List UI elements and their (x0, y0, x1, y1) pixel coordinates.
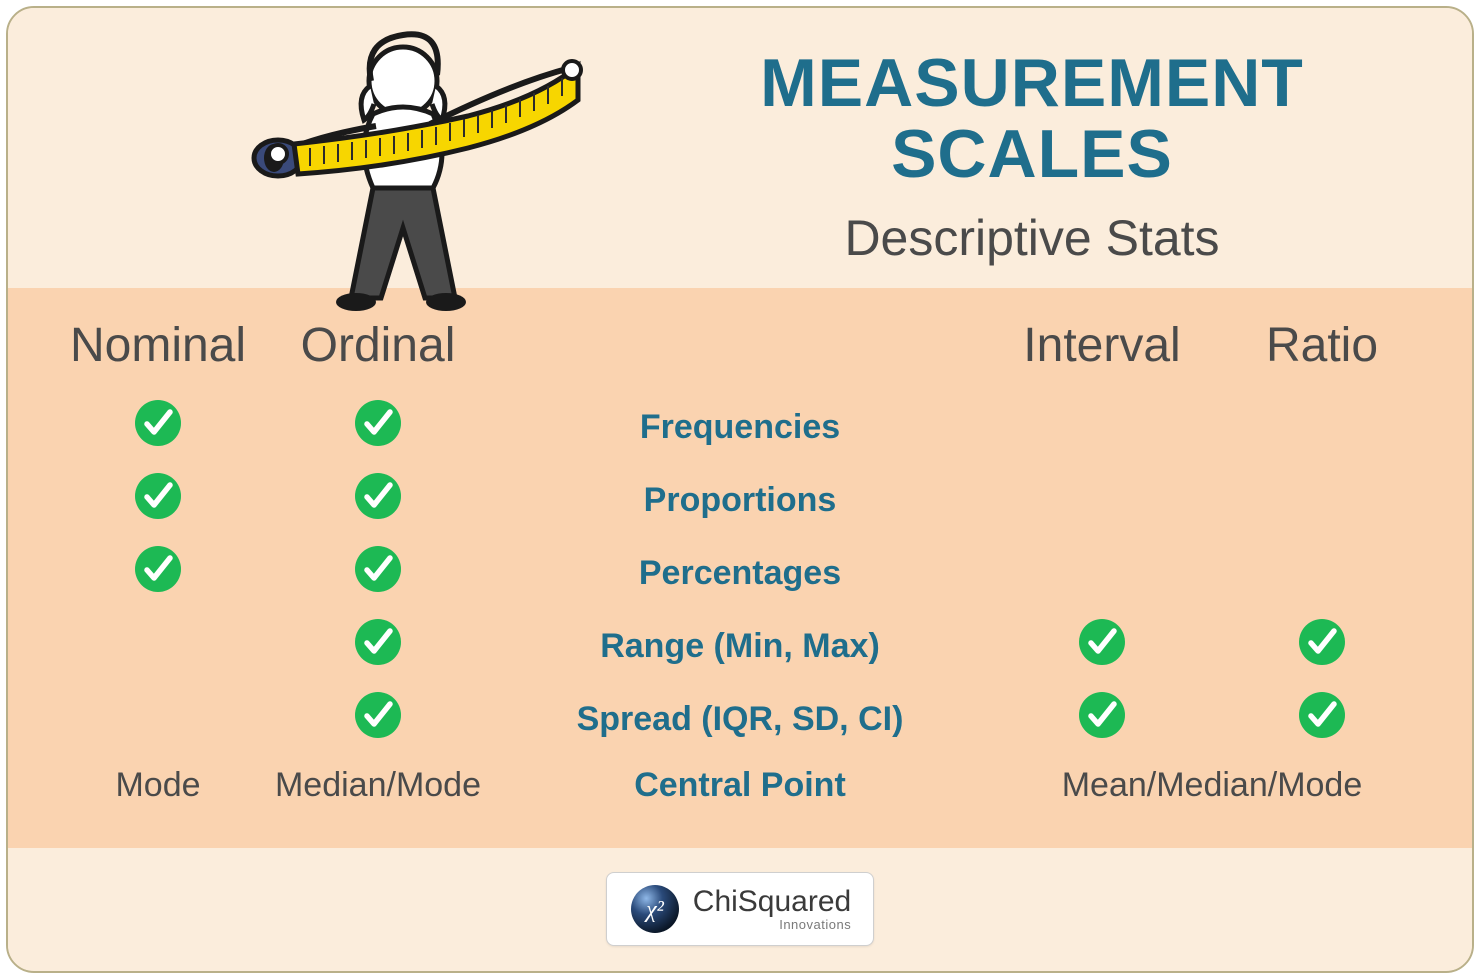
check-icon (354, 691, 402, 739)
col-head-interval: Interval (992, 318, 1212, 391)
cell-ordinal-1 (268, 464, 488, 537)
row-label-5: Central Point (488, 756, 992, 815)
cell-ratio-1 (1212, 493, 1432, 509)
chi-squared-sphere-icon: χ² (629, 883, 681, 935)
title-block: MEASUREMENT SCALES Descriptive Stats (652, 48, 1412, 267)
brand-name: ChiSquared (693, 887, 851, 917)
row-label-3: Range (Min, Max) (488, 617, 992, 676)
check-icon (134, 399, 182, 447)
check-icon (354, 618, 402, 666)
row-label-4: Spread (IQR, SD, CI) (488, 690, 992, 749)
row-label-0: Frequencies (488, 398, 992, 457)
col-head-ordinal: Ordinal (268, 318, 488, 391)
brand-tagline: Innovations (693, 917, 851, 932)
svg-text:χ²: χ² (644, 897, 665, 923)
cell-ratio-3 (1212, 610, 1432, 683)
cell-nominal-3 (48, 639, 268, 655)
check-icon (354, 545, 402, 593)
row-label-2: Percentages (488, 544, 992, 603)
check-icon (1078, 618, 1126, 666)
cell-nominal-2 (48, 537, 268, 610)
title-line-2: SCALES (891, 116, 1173, 192)
cell-interval-2 (992, 566, 1212, 582)
scales-grid: Nominal Ordinal Interval Ratio Frequenci… (48, 318, 1432, 815)
check-icon (354, 399, 402, 447)
cell-nominal-0 (48, 391, 268, 464)
cell-ratio-0 (1212, 420, 1432, 436)
title-line-1: MEASUREMENT (760, 45, 1304, 121)
footer: χ² ChiSquared Innovations (8, 848, 1472, 970)
check-icon (1078, 691, 1126, 739)
check-icon (134, 472, 182, 520)
scales-table: Nominal Ordinal Interval Ratio Frequenci… (8, 288, 1472, 848)
brand-text: ChiSquared Innovations (693, 887, 851, 932)
person-with-ruler-illustration (238, 26, 598, 316)
header: MEASUREMENT SCALES Descriptive Stats (8, 8, 1472, 288)
cell-interval-1 (992, 493, 1212, 509)
cell-nominal-1 (48, 464, 268, 537)
col-head-nominal: Nominal (48, 318, 268, 391)
infographic-card: MEASUREMENT SCALES Descriptive Stats Nom… (6, 6, 1474, 973)
cell-ratio-4 (1212, 683, 1432, 756)
page-title: MEASUREMENT SCALES (652, 48, 1412, 191)
check-icon (354, 472, 402, 520)
cell-ordinal-3 (268, 610, 488, 683)
cell-ordinal-5: Median/Mode (268, 758, 488, 813)
page-subtitle: Descriptive Stats (652, 209, 1412, 267)
cell-ordinal-4 (268, 683, 488, 756)
check-icon (1298, 618, 1346, 666)
check-icon (134, 545, 182, 593)
check-icon (1298, 691, 1346, 739)
cell-ratio-2 (1212, 566, 1432, 582)
brand-logo: χ² ChiSquared Innovations (606, 872, 874, 946)
cell-interval-3 (992, 610, 1212, 683)
col-head-ratio: Ratio (1212, 318, 1432, 391)
cell-nominal-4 (48, 712, 268, 728)
col-head-spacer (488, 346, 992, 364)
cell-nominal-5: Mode (48, 758, 268, 813)
cell-interval-0 (992, 420, 1212, 436)
cell-ordinal-0 (268, 391, 488, 464)
cell-interval-4 (992, 683, 1212, 756)
cell-interval-ratio-5: Mean/Median/Mode (992, 758, 1432, 813)
row-label-1: Proportions (488, 471, 992, 530)
cell-ordinal-2 (268, 537, 488, 610)
